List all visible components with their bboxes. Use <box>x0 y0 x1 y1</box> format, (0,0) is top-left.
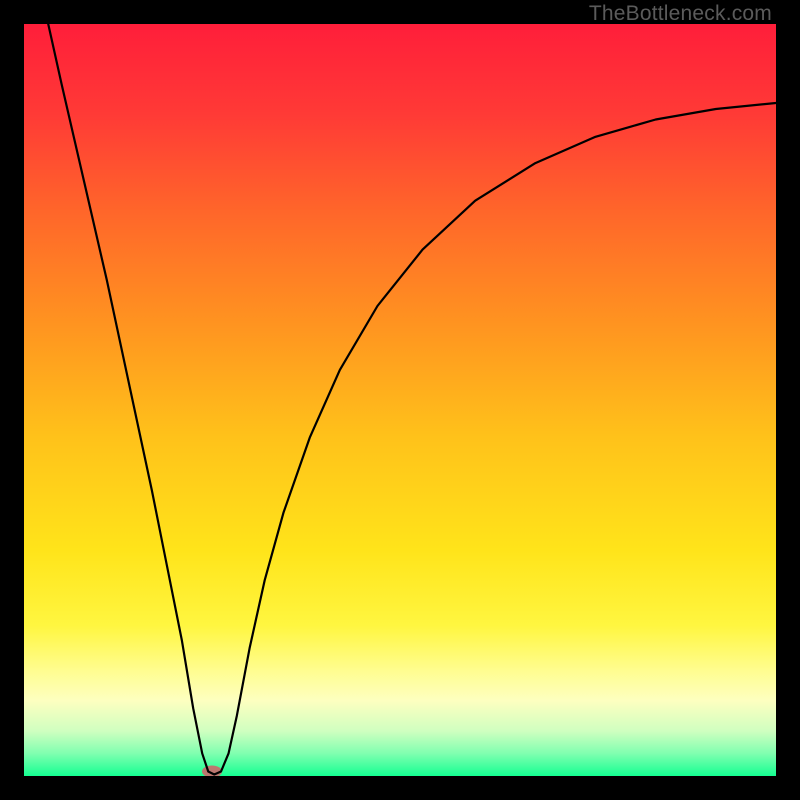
watermark-text: TheBottleneck.com <box>589 2 772 26</box>
bottleneck-chart: TheBottleneck.com <box>0 0 800 800</box>
chart-svg <box>0 0 800 800</box>
